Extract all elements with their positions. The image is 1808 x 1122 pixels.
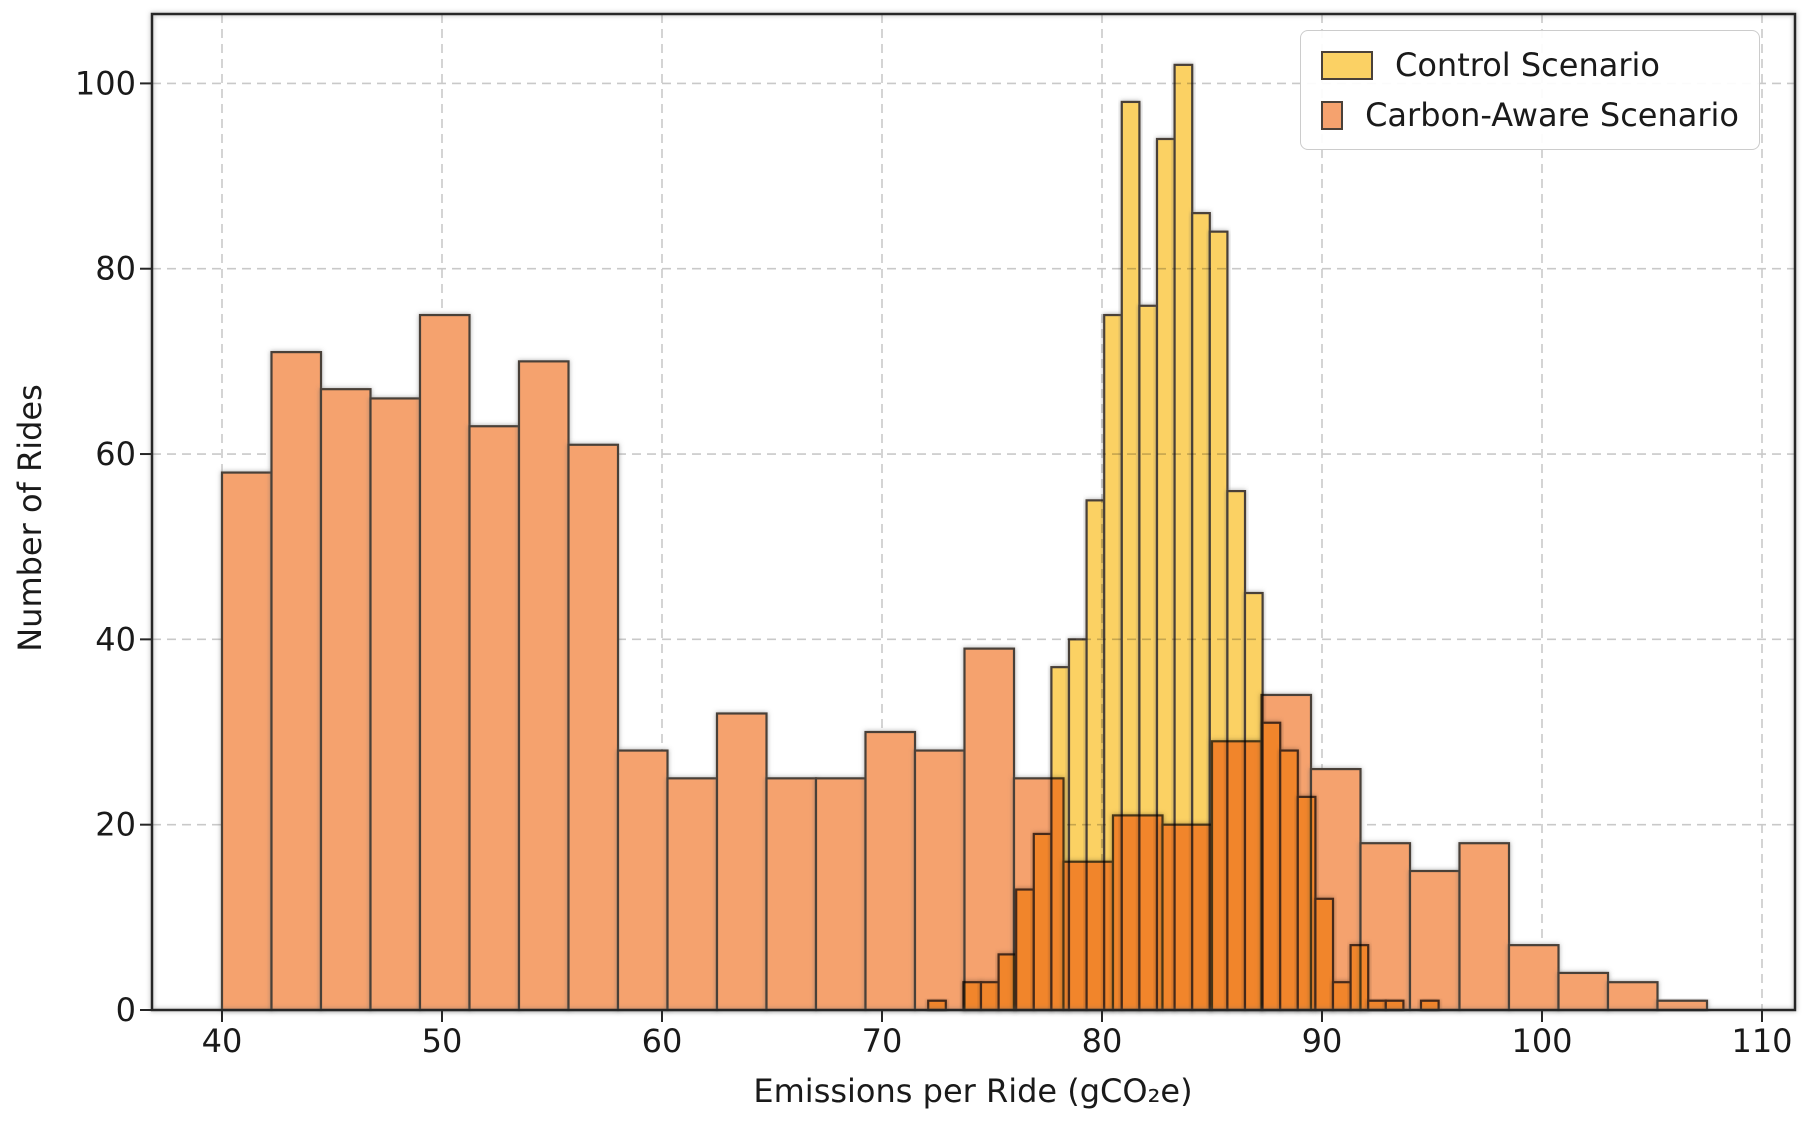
histogram-bar [979,981,1000,1012]
histogram-bar [1050,666,1071,1012]
legend-label-carbon-aware: Carbon-Aware Scenario [1365,96,1739,134]
legend-swatch-control [1321,50,1373,80]
legend-item-carbon-aware: Carbon-Aware Scenario [1321,96,1739,134]
histogram-bar [1138,304,1159,1012]
y-tick-label: 40 [95,620,136,658]
histogram-bar [1367,999,1387,1012]
x-tick-label: 110 [1731,1022,1792,1060]
histogram-bar [616,749,669,1012]
histogram-bar [1120,100,1141,1012]
histogram-bar [1458,842,1511,1012]
histogram-bar [1191,212,1211,1012]
x-tick-label: 50 [422,1022,463,1060]
x-tick-label: 100 [1511,1022,1572,1060]
histogram-bar [1067,638,1088,1012]
legend-swatch-carbon-aware [1321,100,1344,130]
histogram-bar [1261,721,1282,1012]
histogram-bar [567,443,620,1012]
histogram-bar [913,749,966,1012]
histogram-bar [1015,888,1035,1012]
histogram-bar [468,425,521,1012]
histogram-bar [715,712,768,1012]
y-tick-label: 0 [116,991,136,1029]
histogram-bar [369,397,422,1012]
histogram-bar [1208,230,1229,1012]
x-tick-label: 80 [1082,1022,1123,1060]
histogram-bar [864,730,917,1012]
tick-labels: 40 50 60 70 80 90 100 110 0 20 40 60 80 100 [75,64,1793,1060]
histogram-bar [997,953,1018,1012]
histogram-bar [1408,869,1461,1012]
histogram-bar [1349,944,1370,1012]
histogram-bar [1296,795,1317,1012]
histogram-bar [765,777,818,1012]
histogram-bar [1606,981,1659,1012]
histogram-bar [1557,971,1610,1012]
histogram-bar [814,777,867,1012]
histogram-bar [1384,999,1405,1012]
x-axis-label: Emissions per Ride (gCO₂e) [753,1072,1193,1110]
histogram-bar [1103,313,1123,1012]
histogram-bar [270,351,323,1012]
y-tick-label: 80 [95,250,136,288]
histogram-bar [1173,63,1194,1012]
histogram-bar [319,388,372,1012]
histogram-bar [1279,749,1299,1012]
legend-label-control: Control Scenario [1395,46,1660,84]
carbon-aware-series [220,313,1709,1012]
histogram-bar [963,647,1016,1012]
plot-frame [150,12,1797,1012]
histogram-bar [220,471,273,1012]
legend: Control Scenario Carbon-Aware Scenario [1300,30,1760,150]
histogram-bar [1085,499,1106,1012]
histogram-bar [1507,944,1560,1012]
y-tick-label: 60 [95,435,136,473]
histogram-bar [418,313,471,1012]
x-tick-label: 60 [642,1022,683,1060]
y-tick-label: 100 [75,64,136,102]
x-tick-label: 90 [1302,1022,1343,1060]
histogram-bar [1243,591,1264,1012]
histogram-bar [1419,999,1440,1012]
histogram-bar [1155,137,1176,1012]
histogram-bar [1226,490,1247,1012]
y-axis-label: Number of Rides [11,384,49,652]
histogram-bar [1032,832,1053,1012]
y-tick-label: 20 [95,806,136,844]
histogram-bar [666,777,719,1012]
histogram-bar [927,999,947,1012]
histogram-bar [962,981,983,1012]
histogram-bar [517,360,570,1012]
histogram-bar [1314,897,1335,1012]
axis-ticks [140,82,1763,1022]
histogram-bar [1331,981,1352,1012]
control-series [927,63,1440,1012]
x-tick-label: 70 [862,1022,903,1060]
legend-item-control: Control Scenario [1321,46,1739,84]
histogram-bar [1656,999,1709,1012]
x-tick-label: 40 [202,1022,243,1060]
